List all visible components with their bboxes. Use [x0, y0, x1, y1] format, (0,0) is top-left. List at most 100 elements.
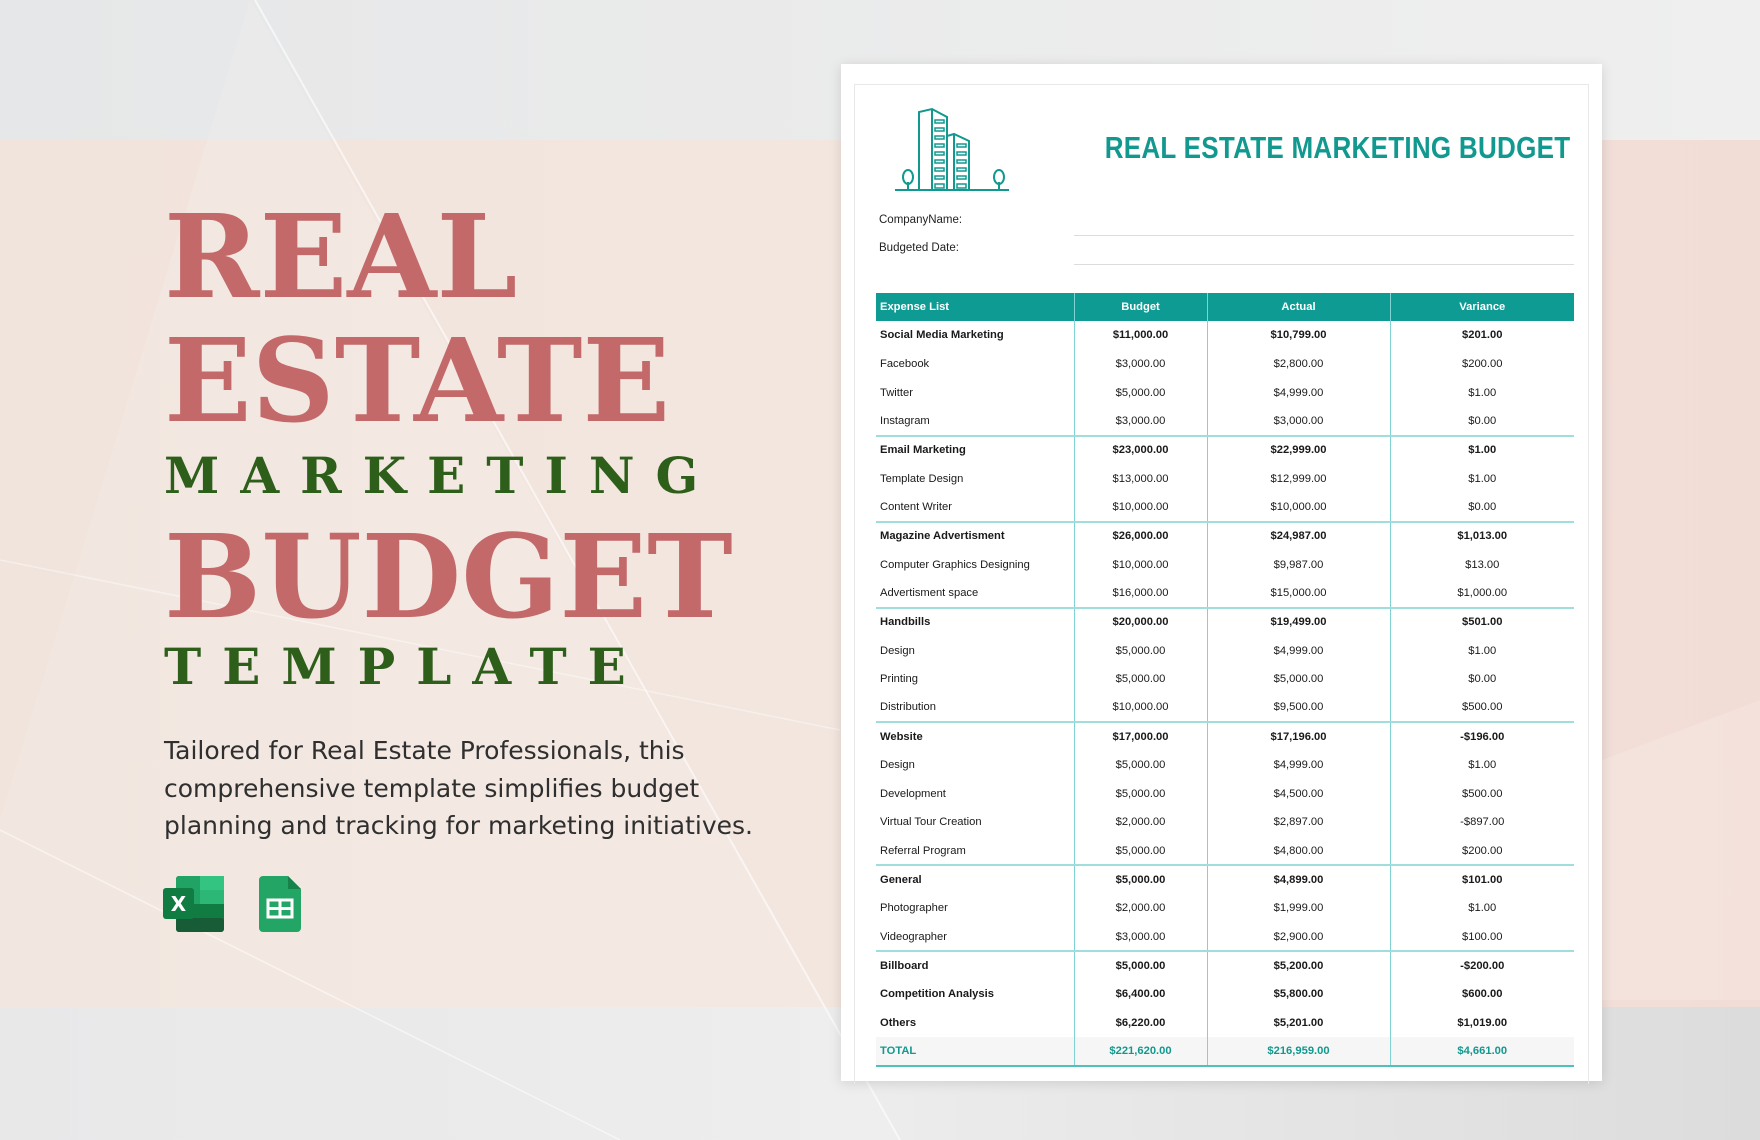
cell-name: Website [880, 731, 923, 744]
cell-budget: $13,000.00 [1073, 464, 1207, 493]
cell-actual: $9,987.00 [1206, 550, 1390, 579]
cell-variance: $600.00 [1389, 980, 1574, 1009]
cell-actual: $2,800.00 [1206, 349, 1390, 379]
cell-budget: $3,000.00 [1073, 922, 1207, 953]
table-row: Magazine Advertisment $26,000.00 $24,987.0… [876, 521, 1574, 551]
cell-actual: $4,500.00 [1206, 779, 1390, 809]
table-row: Design $5,000.00 $4,999.00 $1.00 [876, 750, 1574, 780]
cell-name: Printing [880, 673, 918, 686]
table-row: Design $5,000.00 $4,999.00 $1.00 [876, 636, 1574, 665]
table-row: Competition Analysis $6,400.00 $5,800.00 $6… [876, 980, 1574, 1009]
cell-variance: $100.00 [1389, 922, 1574, 953]
cell-name: Photographer [880, 902, 948, 915]
cell-budget: $5,000.00 [1073, 951, 1207, 981]
cell-variance: $501.00 [1389, 607, 1574, 637]
table-row: Website $17,000.00 $17,196.00 -$196.00 [876, 722, 1574, 751]
company-name-label: CompanyName: [879, 214, 963, 226]
cell-name: Advertisment space [876, 578, 1074, 609]
budgeted-date-field[interactable] [1074, 264, 1574, 265]
cell-variance: $1.00 [1389, 464, 1574, 493]
cell-budget: $10,000.00 [1073, 693, 1207, 724]
cell-variance: $1,000.00 [1389, 578, 1574, 609]
cell-budget: $6,220.00 [1073, 1008, 1207, 1038]
column-header-expense: Expense List [876, 293, 1074, 321]
description-line: comprehensive template simplifies budget [164, 773, 700, 803]
hero-title-budget: BUDGET [164, 510, 733, 645]
table-row: Content Writer $10,000.00 $10,000.00 $0.00 [876, 492, 1574, 523]
table-row: Videographer $3,000.00 $2,900.00 $100.00 [876, 922, 1574, 953]
cell-variance: $1.00 [1389, 750, 1574, 780]
table-header-row: Expense List Budget Actual Variance [876, 293, 1574, 321]
cell-variance: $201.00 [1389, 321, 1574, 350]
cell-budget: $6,400.00 [1073, 980, 1207, 1009]
buildings-icon [895, 107, 1009, 191]
cell-actual: $216,959.00 [1206, 1037, 1390, 1068]
cell-variance: $200.00 [1389, 836, 1574, 867]
cell-variance: $500.00 [1389, 779, 1574, 809]
cell-actual: $9,500.00 [1206, 693, 1390, 724]
budgeted-date-label: Budgeted Date: [879, 242, 959, 254]
cell-name: Computer Graphics Designing [880, 558, 1030, 571]
column-header-actual: Actual [1206, 293, 1390, 321]
cell-name: Others [880, 1017, 917, 1030]
table-row: Distribution $10,000.00 $9,500.00 $500.00 [876, 693, 1574, 724]
cell-actual: $17,196.00 [1206, 722, 1390, 751]
expense-table: Expense List Budget Actual Variance Soci… [876, 293, 1574, 1068]
hero-description: Tailored for Real Estate Professionals, … [164, 732, 753, 845]
table-row: Printing $5,000.00 $5,000.00 $0.00 [876, 664, 1574, 694]
company-name-field[interactable] [1074, 235, 1574, 236]
cell-variance: $500.00 [1389, 693, 1574, 724]
cell-budget: $5,000.00 [1073, 636, 1207, 665]
cell-actual: $10,000.00 [1206, 492, 1390, 523]
cell-name: Design [880, 759, 915, 772]
cell-name: TOTAL [876, 1037, 1074, 1068]
table-row: Development $5,000.00 $4,500.00 $500.00 [876, 779, 1574, 809]
cell-variance: -$200.00 [1389, 951, 1574, 981]
cell-actual: $1,999.00 [1206, 894, 1390, 923]
cell-budget: $23,000.00 [1073, 435, 1207, 465]
cell-name: Instagram [876, 406, 1074, 437]
cell-budget: $3,000.00 [1073, 406, 1207, 437]
cell-variance: $0.00 [1389, 664, 1574, 694]
cell-budget: $221,620.00 [1073, 1037, 1207, 1068]
cell-name: Twitter [880, 386, 913, 399]
cell-variance: -$196.00 [1389, 722, 1574, 751]
column-header-variance: Variance [1389, 293, 1574, 321]
cell-budget: $5,000.00 [1073, 750, 1207, 780]
cell-name: Distribution [876, 693, 1074, 724]
table-row: Instagram $3,000.00 $3,000.00 $0.00 [876, 406, 1574, 437]
cell-actual: $4,899.00 [1206, 865, 1390, 895]
cell-name: Development [880, 787, 946, 800]
cell-actual: $19,499.00 [1206, 607, 1390, 637]
google-sheets-icon [259, 876, 301, 932]
cell-name: Social Media Marketing [880, 329, 1004, 342]
table-row: Advertisment space $16,000.00 $15,000.00 $1… [876, 578, 1574, 609]
total-row: TOTAL $221,620.00 $216,959.00 $4,661.00 [876, 1037, 1574, 1068]
cell-budget: $2,000.00 [1073, 808, 1207, 837]
cell-variance: $101.00 [1389, 865, 1574, 895]
cell-actual: $15,000.00 [1206, 578, 1390, 609]
cell-budget: $10,000.00 [1073, 550, 1207, 579]
cell-variance: $1.00 [1389, 378, 1574, 407]
cell-budget: $10,000.00 [1073, 492, 1207, 523]
cell-name: Template Design [880, 472, 964, 485]
cell-actual: $5,201.00 [1206, 1008, 1390, 1038]
cell-actual: $22,999.00 [1206, 435, 1390, 465]
cell-actual: $10,799.00 [1206, 321, 1390, 350]
table-row: Virtual Tour Creation $2,000.00 $2,897.00-… [876, 808, 1574, 837]
cell-budget: $20,000.00 [1073, 607, 1207, 637]
cell-budget: $16,000.00 [1073, 578, 1207, 609]
cell-name: Virtual Tour Creation [880, 816, 982, 829]
cell-name: Handbills [880, 616, 931, 629]
cell-variance: $200.00 [1389, 349, 1574, 379]
cell-actual: $4,999.00 [1206, 378, 1390, 407]
cell-actual: $4,999.00 [1206, 750, 1390, 780]
cell-variance: $4,661.00 [1389, 1037, 1574, 1068]
cell-budget: $2,000.00 [1073, 894, 1207, 923]
cell-budget: $5,000.00 [1073, 865, 1207, 895]
excel-icon: X [163, 876, 224, 932]
table-row: Referral Program $5,000.00 $4,800.00 $200.0… [876, 836, 1574, 867]
cell-name: Competition Analysis [880, 988, 994, 1001]
cell-budget: $17,000.00 [1073, 722, 1207, 751]
cell-name: Referral Program [876, 836, 1074, 867]
